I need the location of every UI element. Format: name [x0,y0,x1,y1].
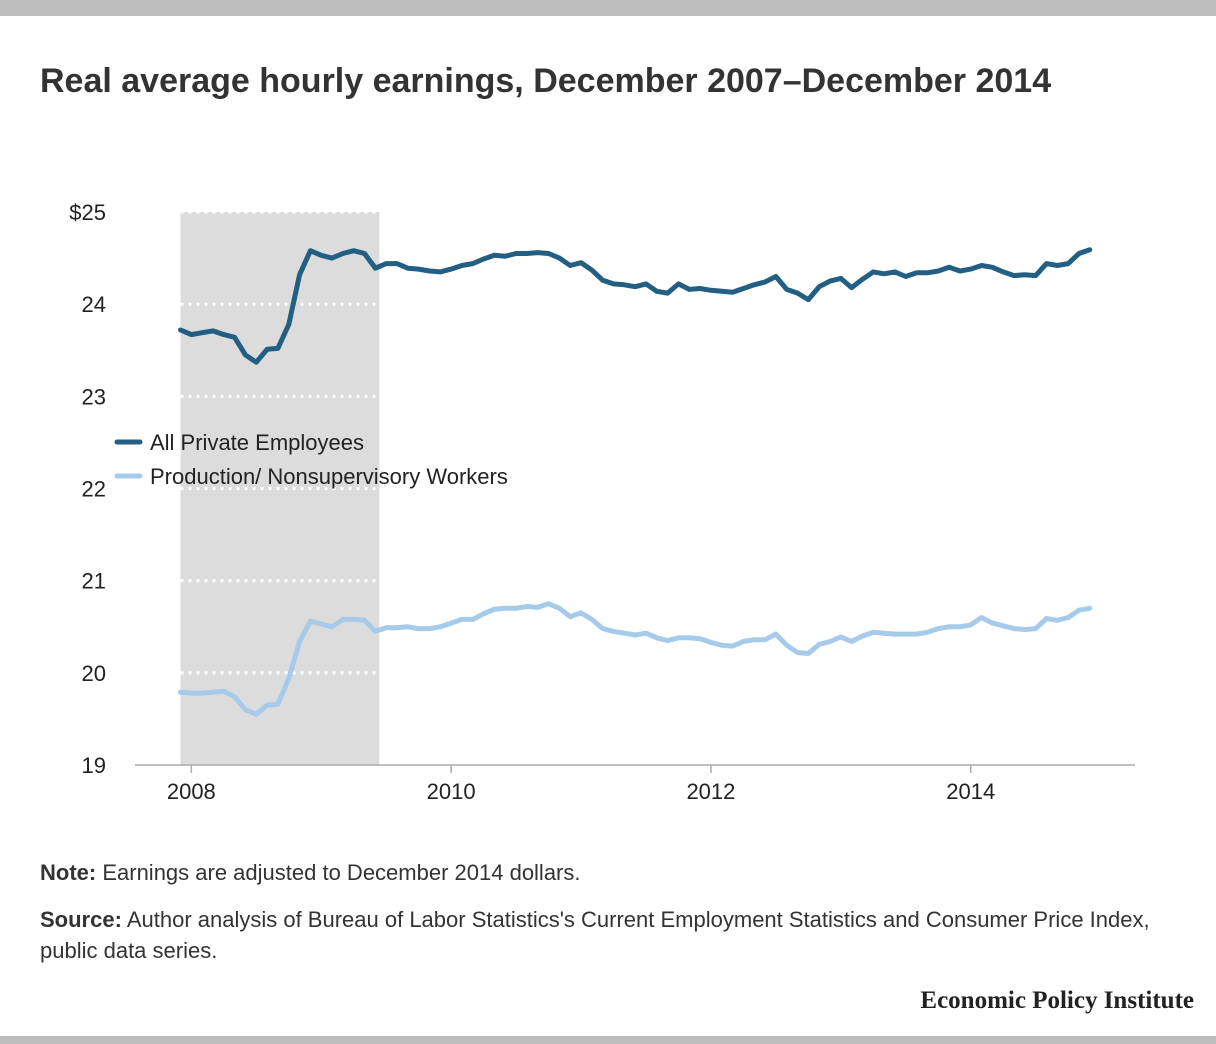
note: Note: Earnings are adjusted to December … [40,857,1180,888]
chart-title: Real average hourly earnings, December 2… [40,62,1052,100]
y-tick-label: 21 [82,569,106,594]
series-line-production [178,601,1093,717]
y-tick-label: 23 [82,384,106,409]
y-tick-label: $25 [69,200,106,225]
y-tick-label: 24 [82,292,106,317]
top-border [0,0,1216,16]
x-tick-label: 2012 [686,779,735,804]
note-label: Note: [40,860,97,885]
legend-label-all-private: All Private Employees [150,430,364,455]
x-axis-tick-labels: 2008 2010 2012 2014 [167,779,995,804]
series-lines [178,247,1093,717]
note-text: Earnings are adjusted to December 2014 d… [96,860,581,885]
brand-logo: Economic Policy Institute [920,987,1194,1014]
series-line-all-private [178,247,1093,365]
source-label: Source: [40,907,122,932]
gridlines [180,210,380,675]
x-tick-label: 2014 [946,779,995,804]
legend-label-production: Production/ Nonsupervisory Workers [150,464,508,489]
x-axis [135,764,1135,773]
y-tick-label: 20 [82,661,106,686]
y-axis-tick-labels: 19 20 21 22 23 24 $25 [69,200,106,778]
x-tick-label: 2010 [427,779,476,804]
bottom-border [0,1036,1216,1044]
y-tick-label: 22 [82,477,106,502]
source-text: Author analysis of Bureau of Labor Stati… [40,907,1150,963]
legend: All Private Employees Production/ Nonsupe… [114,430,508,489]
source: Source: Author analysis of Bureau of Lab… [40,904,1180,966]
x-tick-label: 2008 [167,779,216,804]
y-tick-label: 19 [82,753,106,778]
